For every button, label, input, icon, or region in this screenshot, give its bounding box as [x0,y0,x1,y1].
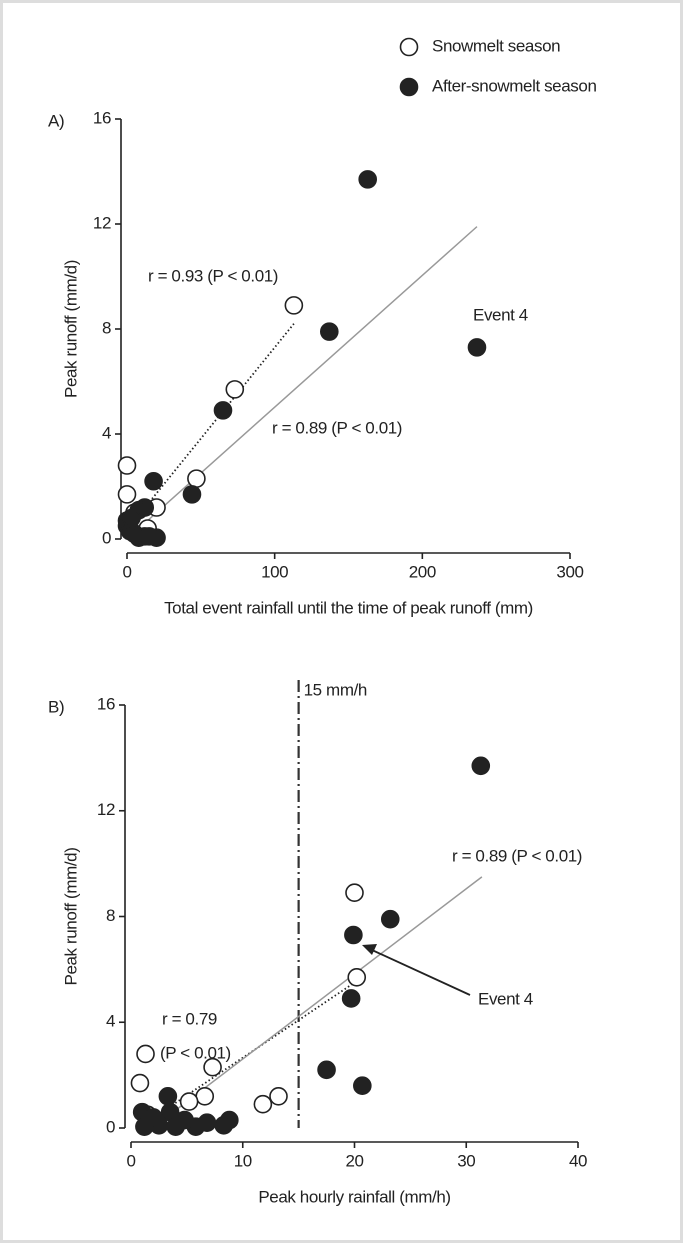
annotation: Event 4 [478,989,533,1008]
fit-line [141,981,356,1127]
fit-line [126,226,478,540]
y-tick-label: 16 [97,694,115,713]
arrow-head [362,944,377,955]
y-tick-label: 8 [102,318,111,337]
data-point [122,508,141,528]
x-tick-label: 10 [234,1151,252,1170]
x-axis-label: Peak hourly rainfall (mm/h) [258,1187,450,1206]
fit-line [133,323,295,522]
data-point [358,170,377,189]
threshold-label: 15 mm/h [304,680,367,699]
data-point [345,883,364,903]
data-point [284,296,304,315]
fit-line [151,876,483,1129]
data-point [269,1086,288,1106]
x-tick-label: 300 [556,562,583,581]
y-tick-label: 16 [93,108,111,127]
data-point [139,527,159,546]
annotation: r = 0.79 [162,1009,217,1028]
data-point [182,485,202,504]
x-tick-label: 100 [261,562,288,581]
data-point [144,471,163,491]
data-point [317,1060,336,1080]
data-point [144,1108,163,1127]
legend-label: Snowmelt season [432,36,560,55]
y-tick-label: 4 [106,1012,115,1031]
y-axis-label: Peak runoff (mm/d) [61,260,80,398]
data-point [353,1076,372,1095]
data-point [380,909,400,929]
y-tick-label: 12 [93,213,111,232]
data-point [158,1086,178,1106]
data-point [179,1092,199,1111]
annotation: (P < 0.01) [160,1043,231,1062]
panel-label: B) [48,697,64,716]
data-point [195,1086,215,1106]
annotation: Event 4 [473,305,528,324]
data-point [253,1094,273,1114]
y-tick-label: 0 [106,1117,115,1136]
y-tick-label: 8 [106,906,115,925]
x-tick-label: 20 [345,1151,363,1170]
data-point [214,1116,234,1135]
data-point [344,925,363,945]
data-point [213,401,233,420]
data-point [187,469,206,488]
data-point [471,756,491,776]
x-tick-label: 40 [569,1151,587,1170]
annotation: r = 0.93 (P < 0.01) [148,266,278,285]
legend-marker [399,37,419,57]
x-tick-label: 200 [409,562,436,581]
y-axis-label: Peak runoff (mm/d) [61,848,80,986]
panel-label: A) [48,111,64,130]
x-axis-label: Total event rainfall until the time of p… [164,598,533,617]
data-point [117,485,137,504]
annotation: r = 0.89 (P < 0.01) [272,418,402,437]
data-point [166,1117,185,1136]
legend-label: After-snowmelt season [432,76,597,95]
annotation-arrow [371,949,471,996]
data-point [203,1057,222,1077]
data-point [117,456,137,475]
legend-marker [399,77,419,97]
y-tick-label: 0 [102,528,111,547]
x-tick-label: 0 [122,562,131,581]
data-point [136,1044,155,1064]
x-tick-label: 0 [126,1151,135,1170]
annotation: r = 0.89 (P < 0.01) [452,846,582,865]
data-point [347,968,367,987]
y-tick-label: 4 [102,423,111,442]
data-point [467,338,487,357]
data-point [341,989,361,1008]
x-tick-label: 30 [457,1151,475,1170]
y-tick-label: 12 [97,800,115,819]
data-point [130,1073,150,1093]
data-point [320,322,339,341]
data-point [225,380,245,399]
